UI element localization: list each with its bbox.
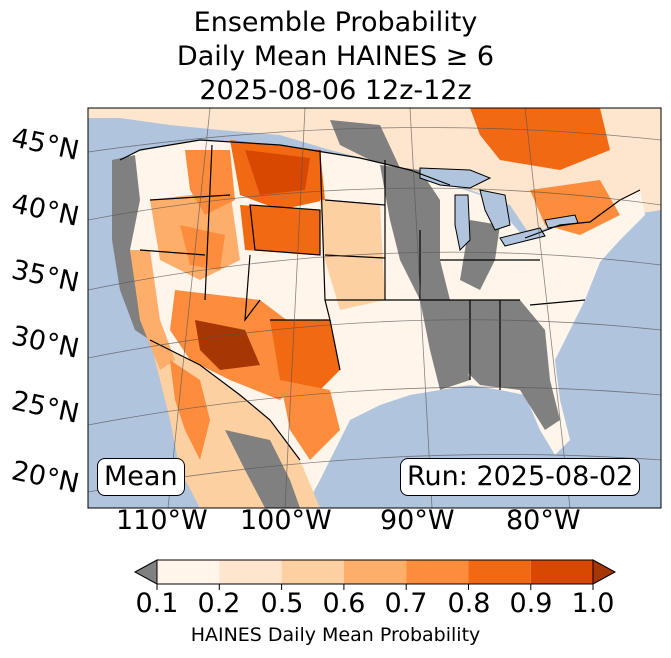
lon-label-80w: 80°W — [506, 505, 581, 536]
gray-mexico-west — [225, 430, 300, 508]
colorbar-bin-6 — [468, 560, 531, 584]
prob-new-mexico — [270, 320, 340, 400]
lake-michigan — [454, 194, 471, 252]
prob-wyoming — [240, 205, 320, 255]
lake-superior — [419, 167, 492, 189]
colorbar-label: HAINES Daily Mean Probability — [190, 624, 481, 646]
colorbar-bin-3 — [281, 560, 344, 584]
prob-texas-west — [280, 380, 340, 460]
state-boundaries — [119, 139, 641, 461]
colorbar-under-arrow — [133, 559, 158, 585]
colorbar-bin-1 — [157, 560, 220, 584]
lon-label-100w: 100°W — [240, 505, 332, 536]
colorbar-tick-2: 0.5 — [260, 588, 304, 619]
title-line-2: Daily Mean HAINES ≥ 6 — [176, 41, 495, 72]
title-line-1: Ensemble Probability — [193, 7, 478, 38]
prob-montana-core — [245, 150, 310, 195]
map-content — [88, 108, 661, 508]
colorbar-bin-7 — [530, 560, 593, 584]
colorbar-tick-7: 1.0 — [571, 588, 615, 619]
prob-arizona-core — [195, 320, 260, 370]
prob-nevada — [180, 225, 225, 270]
lake-huron — [479, 189, 511, 231]
colorbar-bin-2 — [219, 560, 282, 584]
colorbar-bin-4 — [343, 560, 407, 584]
run-date-label: Run: 2025-08-02 — [400, 458, 641, 496]
colorbar-tick-1: 0.2 — [197, 588, 241, 619]
lake-erie — [499, 227, 546, 247]
colorbar-over-arrow — [592, 559, 617, 585]
title-line-3: 2025-08-06 12z-12z — [199, 75, 472, 106]
colorbar-tick-4: 0.7 — [384, 588, 428, 619]
mean-label: Mean — [97, 458, 185, 496]
colorbar — [133, 559, 617, 590]
gray-pacific-coast — [112, 155, 150, 340]
prob-canada-east — [470, 108, 610, 170]
colorbar-tick-6: 0.9 — [509, 588, 553, 619]
lon-label-90w: 90°W — [380, 505, 455, 536]
gray-mississippi-valley — [380, 165, 470, 390]
lon-label-110w: 110°W — [116, 505, 208, 536]
prob-baja — [170, 360, 210, 460]
colorbar-bin-5 — [406, 560, 469, 584]
colorbar-tick-5: 0.8 — [447, 588, 491, 619]
gray-canada-strip — [330, 120, 400, 168]
colorbar-tick-0: 0.1 — [135, 588, 179, 619]
colorbar-tick-3: 0.6 — [322, 588, 366, 619]
